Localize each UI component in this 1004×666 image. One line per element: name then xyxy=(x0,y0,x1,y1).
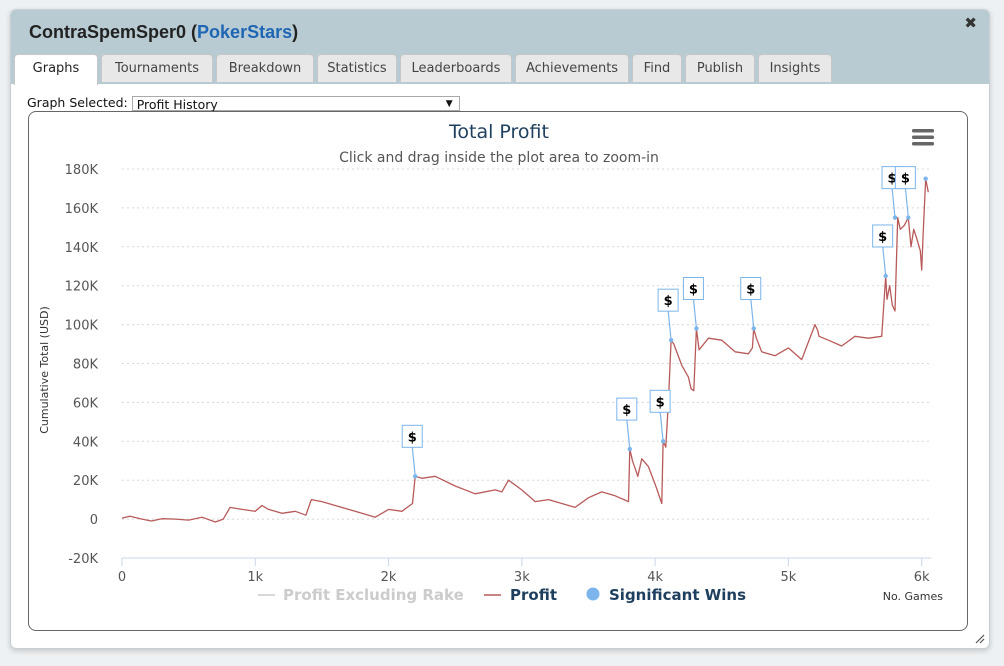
window-title: ContraSpemSper0 (PokerStars) xyxy=(29,22,299,42)
significant-win-flag[interactable] xyxy=(616,397,638,421)
significant-wins-layer: $ $ $ $ $ $ $ $ $ xyxy=(401,166,928,479)
profit-series-line xyxy=(121,178,929,523)
x-axis-ticks: 0 1k 2k 3k 4k 5k 6k xyxy=(118,558,930,585)
chart-legend: Profit Excluding Rake Profit Significant W… xyxy=(258,586,746,604)
player-graph-window: ContraSpemSper0 (PokerStars) ✖ Graphs Tou… xyxy=(10,9,990,649)
significant-win-label: $ xyxy=(664,294,673,309)
significant-win-label: $ xyxy=(887,172,896,187)
title-bar: ContraSpemSper0 (PokerStars) ✖ Graphs Tou… xyxy=(11,10,989,85)
legend-wins-swatch xyxy=(586,587,600,601)
chevron-down-icon: ▼ xyxy=(445,99,453,109)
tab-breakdown[interactable]: Breakdown xyxy=(216,54,314,82)
resize-grip-icon[interactable] xyxy=(975,634,985,644)
chart-subtitle: Click and drag inside the plot area to z… xyxy=(339,150,659,166)
significant-win-label: $ xyxy=(622,403,631,418)
tab-insights[interactable]: Insights xyxy=(758,54,832,82)
y-axis-label: Cumulative Total (USD) xyxy=(38,306,51,434)
significant-win-connector xyxy=(882,245,887,277)
tab-find[interactable]: Find xyxy=(632,54,682,82)
x-tick-label: 1k xyxy=(247,570,263,585)
significant-win-point[interactable] xyxy=(906,215,911,220)
y-tick-label: 140K xyxy=(65,241,99,256)
legend-wins-label[interactable]: Significant Wins xyxy=(609,586,746,604)
close-icon[interactable]: ✖ xyxy=(964,14,977,32)
significant-win-connector xyxy=(904,187,909,218)
x-tick-label: 6k xyxy=(914,570,930,585)
significant-win-point[interactable] xyxy=(694,326,699,331)
graph-select-label: Graph Selected: xyxy=(27,95,128,110)
y-tick-label: -20K xyxy=(68,552,98,567)
y-tick-label: 80K xyxy=(73,358,99,373)
y-tick-label: 40K xyxy=(73,435,99,450)
significant-win-flag[interactable] xyxy=(649,389,671,413)
tab-publish[interactable]: Publish xyxy=(685,54,755,82)
legend-rake-label[interactable]: Profit Excluding Rake xyxy=(283,586,464,604)
tab-statistics[interactable]: Statistics xyxy=(317,54,397,82)
grid-lines xyxy=(122,168,931,559)
significant-win-point[interactable] xyxy=(627,446,632,452)
significant-win-flag[interactable] xyxy=(872,224,894,248)
significant-win-label: $ xyxy=(746,282,755,297)
significant-win-label: $ xyxy=(408,430,417,445)
x-tick-label: 4k xyxy=(647,570,663,585)
tab-leaderboards[interactable]: Leaderboards xyxy=(400,54,512,82)
significant-win-connector xyxy=(891,187,896,218)
y-axis-ticks: -20K 0 20K 40K 60K 80K 100K 120K 140K 160K 180K xyxy=(65,163,99,567)
tab-tournaments[interactable]: Tournaments xyxy=(101,54,213,82)
x-axis-label: No. Games xyxy=(883,590,944,603)
significant-win-connector xyxy=(411,446,416,477)
x-tick-label: 0 xyxy=(118,570,126,585)
x-tick-label: 2k xyxy=(381,570,397,585)
legend-profit-label[interactable]: Profit xyxy=(510,586,557,604)
significant-win-flag[interactable] xyxy=(401,424,423,448)
significant-win-point[interactable] xyxy=(751,326,756,331)
profit-chart[interactable]: Total Profit Click and drag inside the p… xyxy=(11,10,989,648)
y-tick-label: 160K xyxy=(65,202,99,217)
significant-win-connector xyxy=(626,419,631,450)
site-name[interactable]: PokerStars xyxy=(197,22,293,42)
player-name: ContraSpemSper0 xyxy=(29,22,187,42)
significant-win-connector xyxy=(692,298,698,329)
significant-win-point[interactable] xyxy=(668,337,674,343)
significant-win-label: $ xyxy=(878,230,887,245)
graph-select-row: Graph Selected: Profit History ▼ xyxy=(27,95,460,112)
graph-select-dropdown[interactable]: Profit History ▼ xyxy=(131,96,460,112)
significant-win-point[interactable] xyxy=(923,176,928,181)
significant-win-connector xyxy=(750,298,755,329)
significant-win-connector xyxy=(667,310,672,341)
x-tick-label: 5k xyxy=(780,570,796,585)
significant-win-point[interactable] xyxy=(892,215,898,220)
significant-win-point[interactable] xyxy=(883,273,888,279)
tab-achievements[interactable]: Achievements xyxy=(515,54,629,82)
significant-win-label: $ xyxy=(656,395,665,410)
significant-win-connector xyxy=(659,411,664,442)
y-tick-label: 180K xyxy=(65,163,99,178)
significant-win-point[interactable] xyxy=(413,474,418,479)
chart-container xyxy=(28,111,968,631)
chart-title: Total Profit xyxy=(448,121,549,143)
x-tick-label: 3k xyxy=(514,570,530,585)
y-tick-label: 20K xyxy=(73,474,99,489)
y-tick-label: 100K xyxy=(65,319,99,334)
y-tick-label: 0 xyxy=(90,513,98,528)
significant-win-label: $ xyxy=(901,172,910,187)
hamburger-menu-icon[interactable] xyxy=(912,128,934,146)
significant-win-flag[interactable] xyxy=(682,276,704,300)
y-tick-label: 60K xyxy=(73,396,99,411)
series-layer xyxy=(121,178,929,523)
significant-win-label: $ xyxy=(689,282,698,297)
graph-select-value: Profit History xyxy=(136,97,218,112)
tab-graphs[interactable]: Graphs xyxy=(14,54,98,85)
significant-win-flag[interactable] xyxy=(740,276,762,300)
significant-win-flag[interactable] xyxy=(657,288,679,312)
y-tick-label: 120K xyxy=(65,280,99,295)
significant-win-point[interactable] xyxy=(660,439,666,444)
significant-win-flag[interactable] xyxy=(894,166,916,190)
